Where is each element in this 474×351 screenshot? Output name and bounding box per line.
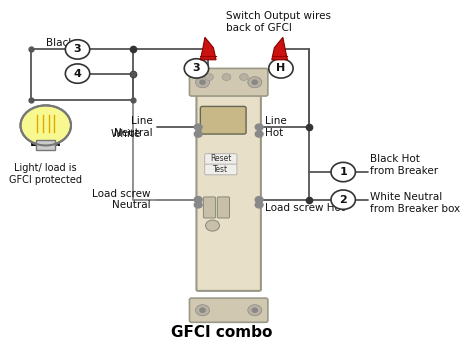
Circle shape <box>194 131 202 137</box>
Text: 3: 3 <box>192 64 200 73</box>
FancyBboxPatch shape <box>196 81 261 291</box>
Text: White: White <box>111 129 142 139</box>
Circle shape <box>206 220 219 231</box>
Circle shape <box>331 163 356 182</box>
FancyBboxPatch shape <box>201 106 246 134</box>
FancyBboxPatch shape <box>190 68 268 96</box>
Text: Black Hot
from Breaker: Black Hot from Breaker <box>370 154 438 176</box>
Polygon shape <box>201 37 216 60</box>
Text: 1: 1 <box>339 167 347 177</box>
Text: Load: Load <box>30 136 62 149</box>
Text: 3: 3 <box>74 45 82 54</box>
Circle shape <box>239 74 248 80</box>
Circle shape <box>200 80 205 84</box>
FancyBboxPatch shape <box>218 197 229 218</box>
Circle shape <box>255 197 263 203</box>
Circle shape <box>248 77 262 88</box>
Text: Load screw
Neutral: Load screw Neutral <box>92 189 150 211</box>
Circle shape <box>255 131 263 137</box>
Circle shape <box>269 59 293 78</box>
Circle shape <box>222 74 231 80</box>
Circle shape <box>205 74 213 80</box>
Circle shape <box>184 59 209 78</box>
Text: 2: 2 <box>339 195 347 205</box>
Circle shape <box>196 305 210 316</box>
Circle shape <box>20 105 71 145</box>
Circle shape <box>255 202 263 208</box>
Text: White Neutral
from Breaker box: White Neutral from Breaker box <box>370 192 460 214</box>
FancyBboxPatch shape <box>205 154 237 165</box>
Text: Line
Neutral: Line Neutral <box>114 116 153 138</box>
Text: Load screw Hot: Load screw Hot <box>265 203 345 213</box>
FancyBboxPatch shape <box>205 164 237 175</box>
Circle shape <box>200 308 205 312</box>
Text: GFCI combo: GFCI combo <box>172 325 273 339</box>
Text: Light/ load is
GFCI protected: Light/ load is GFCI protected <box>9 163 82 185</box>
Polygon shape <box>272 37 287 60</box>
Circle shape <box>194 202 202 208</box>
Circle shape <box>331 190 356 209</box>
Circle shape <box>252 308 257 312</box>
Circle shape <box>194 197 202 203</box>
Circle shape <box>65 40 90 59</box>
Text: H: H <box>276 64 285 73</box>
FancyBboxPatch shape <box>190 298 268 322</box>
Circle shape <box>252 80 257 84</box>
Circle shape <box>255 124 263 130</box>
FancyBboxPatch shape <box>203 197 216 218</box>
Circle shape <box>196 77 210 88</box>
Circle shape <box>248 305 262 316</box>
Text: Line
Hot: Line Hot <box>265 116 287 138</box>
Text: Switch Output wires
back of GFCI: Switch Output wires back of GFCI <box>227 11 331 33</box>
Text: Black: Black <box>46 38 74 47</box>
Circle shape <box>194 124 202 130</box>
Circle shape <box>65 64 90 83</box>
Text: Test: Test <box>213 165 228 174</box>
Text: Reset: Reset <box>210 154 231 164</box>
Text: 4: 4 <box>73 68 82 79</box>
FancyBboxPatch shape <box>36 140 55 150</box>
